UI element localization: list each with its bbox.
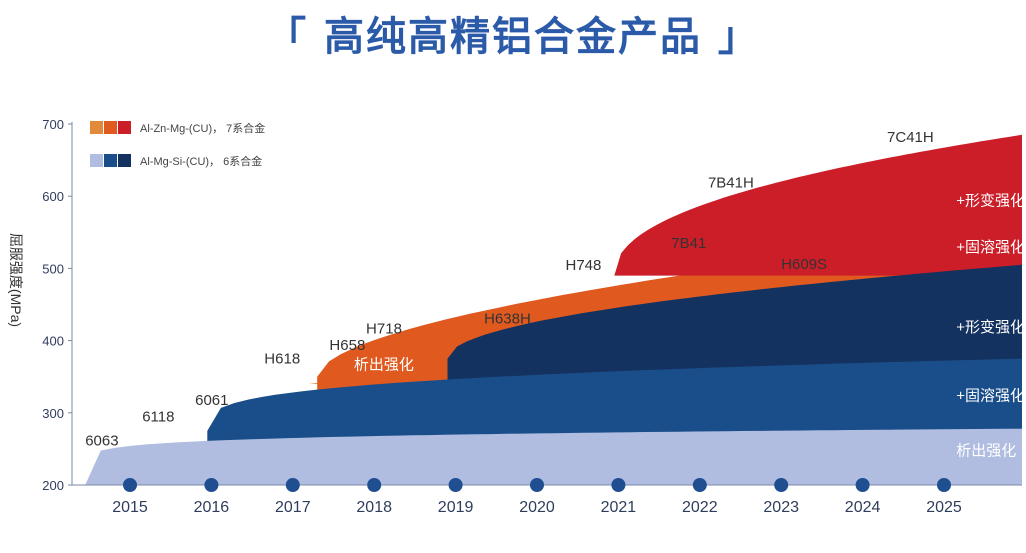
y-tick-label: 300 <box>42 406 64 421</box>
legend-swatch <box>118 154 131 167</box>
x-tick-dot <box>774 478 789 492</box>
legend-swatch <box>90 154 103 167</box>
series-band <box>85 428 1022 485</box>
data-label: 7B41 <box>671 235 706 252</box>
data-label: +形变强化 <box>956 319 1025 336</box>
y-axis-label: 屈服强度(MPa) <box>8 233 24 327</box>
x-tick-label: 2021 <box>601 499 637 516</box>
x-tick-dot <box>367 478 382 492</box>
data-label: 7C41H <box>887 129 934 146</box>
x-tick-dot <box>285 478 300 492</box>
legend-label: Al-Zn-Mg-(CU)， 7系合金 <box>140 121 265 135</box>
x-tick-label: 2020 <box>519 499 555 516</box>
y-tick-label: 400 <box>42 334 64 349</box>
x-tick-dot <box>937 478 951 492</box>
x-axis-ticks: 2015 2016 2017 2018 2019 2020 2021 2022 2023 2024… <box>112 478 962 516</box>
x-tick-label: 2023 <box>763 499 799 516</box>
legend-swatch <box>104 121 117 134</box>
x-tick-dot <box>448 478 463 492</box>
data-label: +形变强化 <box>956 193 1025 210</box>
y-tick-label: 200 <box>42 478 64 493</box>
data-label: 6061 <box>195 392 228 409</box>
area-bands <box>85 134 1023 485</box>
data-label: 7B41H <box>708 175 754 192</box>
data-label: +固溶强化 <box>956 239 1025 256</box>
x-tick-dot <box>123 478 137 492</box>
x-tick-label: 2017 <box>275 499 311 516</box>
data-label: 6118 <box>142 408 174 425</box>
data-label: H618 <box>264 351 300 368</box>
x-tick-dot <box>855 478 870 492</box>
x-tick-label: 2018 <box>356 499 392 516</box>
series-band <box>614 134 1022 276</box>
y-tick-label: 500 <box>42 261 64 276</box>
data-label: +固溶强化 <box>956 388 1025 405</box>
data-label: H609S <box>781 256 827 273</box>
data-label: 6063 <box>85 432 118 449</box>
data-label: H718 <box>366 320 402 337</box>
x-tick-label: 2016 <box>194 499 230 516</box>
data-label: H658 <box>329 337 365 354</box>
data-label: H748 <box>565 257 601 274</box>
legend-swatch <box>118 121 131 134</box>
x-tick-dot <box>530 478 544 492</box>
y-tick-label: 700 <box>42 117 64 132</box>
x-tick-label: 2022 <box>682 499 718 516</box>
data-label: 析出强化 <box>956 442 1016 459</box>
x-tick-label: 2024 <box>845 499 881 516</box>
y-axis-ticks: 200 300 400 500 600 700 <box>42 117 72 493</box>
legend-swatch <box>104 154 117 167</box>
legend-swatch <box>90 121 103 134</box>
data-label: 析出强化 <box>354 356 414 373</box>
x-tick-dot <box>611 478 626 492</box>
legend-label: Al-Mg-Si-(CU)， 6系合金 <box>140 154 262 168</box>
y-tick-label: 600 <box>42 189 64 204</box>
legend: Al-Zn-Mg-(CU)， 7系合金 Al-Mg-Si-(CU)， 6系合金 <box>90 121 265 168</box>
x-tick-label: 2015 <box>112 499 148 516</box>
data-label: H638H <box>484 310 531 327</box>
x-tick-dot <box>692 478 707 492</box>
page-title: 「 高纯高精铝合金产品 」 <box>266 14 760 60</box>
x-tick-label: 2019 <box>438 499 474 516</box>
x-tick-dot <box>204 478 219 492</box>
x-tick-label: 2025 <box>926 499 962 516</box>
